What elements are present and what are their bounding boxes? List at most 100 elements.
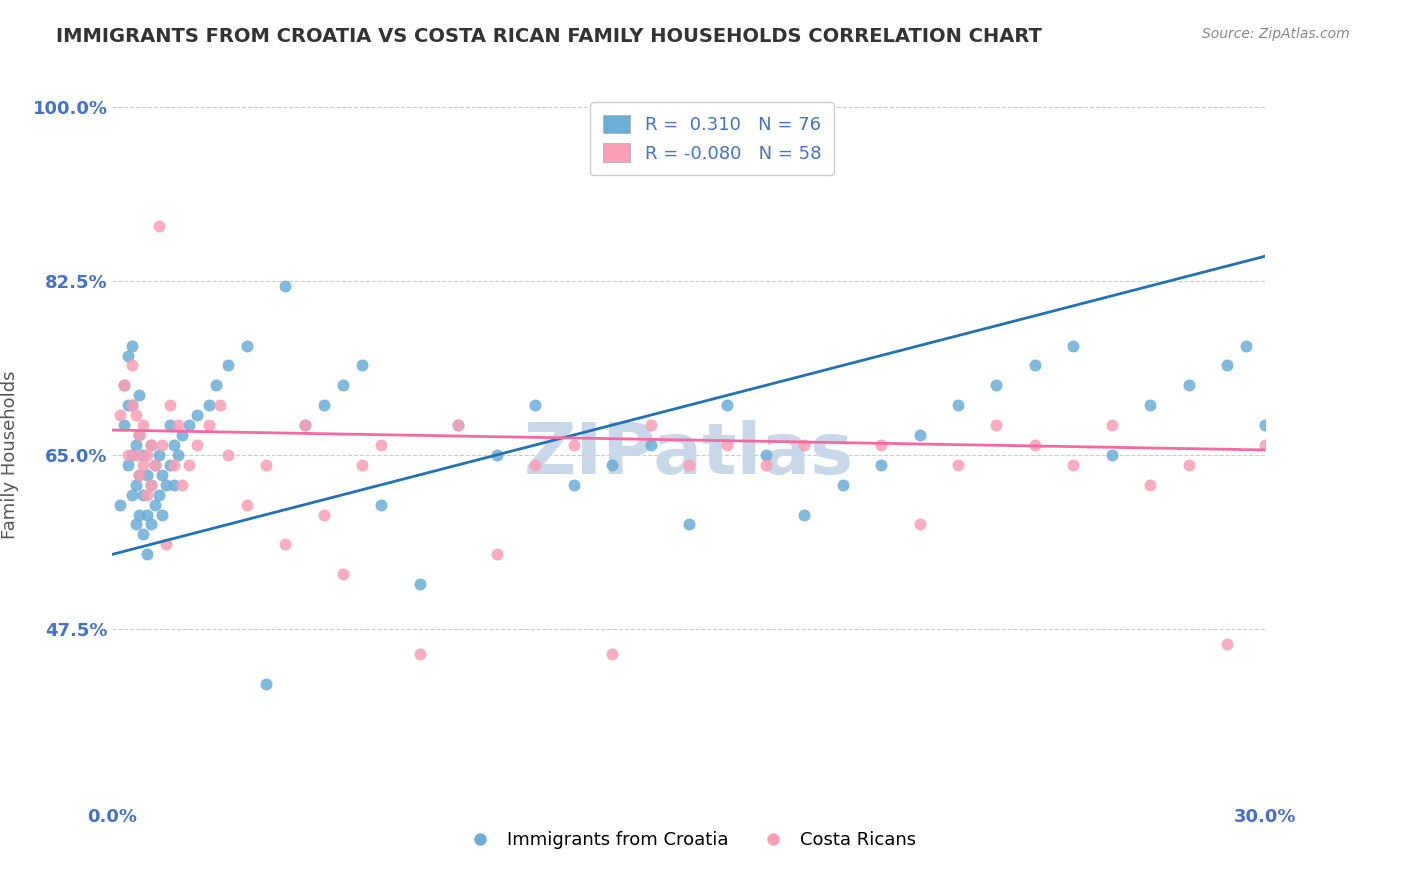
Point: [148, 488, 170, 502]
Point: [139, 477, 162, 491]
Point: [678, 458, 700, 472]
Point: [128, 428, 150, 442]
Point: [254, 458, 277, 472]
Point: [136, 508, 159, 522]
Text: IMMIGRANTS FROM CROATIA VS COSTA RICAN FAMILY HOUSEHOLDS CORRELATION CHART: IMMIGRANTS FROM CROATIA VS COSTA RICAN F…: [56, 27, 1042, 45]
Point: [562, 477, 585, 491]
Point: [124, 438, 146, 452]
Point: [112, 378, 135, 392]
Point: [128, 388, 150, 402]
Point: [163, 477, 186, 491]
Point: [524, 458, 547, 472]
Point: [640, 418, 662, 433]
Point: [170, 477, 193, 491]
Point: [108, 408, 131, 422]
Point: [1216, 637, 1239, 651]
Point: [485, 547, 508, 561]
Point: [124, 448, 146, 462]
Point: [117, 458, 139, 472]
Point: [148, 448, 170, 462]
Point: [1254, 418, 1277, 433]
Point: [139, 517, 162, 532]
Point: [600, 647, 623, 661]
Point: [132, 418, 155, 433]
Point: [186, 408, 208, 422]
Legend: Immigrants from Croatia, Costa Ricans: Immigrants from Croatia, Costa Ricans: [454, 824, 924, 856]
Point: [166, 448, 188, 462]
Point: [600, 458, 623, 472]
Point: [236, 338, 259, 352]
Point: [139, 477, 162, 491]
Point: [1177, 458, 1199, 472]
Point: [1101, 418, 1123, 433]
Point: [139, 438, 162, 452]
Point: [155, 537, 177, 551]
Point: [179, 458, 201, 472]
Point: [793, 438, 815, 452]
Point: [447, 418, 470, 433]
Point: [1024, 359, 1046, 373]
Point: [121, 338, 143, 352]
Point: [793, 508, 815, 522]
Point: [128, 467, 150, 482]
Point: [121, 448, 143, 462]
Point: [986, 418, 1008, 433]
Point: [139, 438, 162, 452]
Point: [136, 547, 159, 561]
Point: [117, 398, 139, 412]
Point: [352, 359, 374, 373]
Point: [136, 467, 159, 482]
Point: [186, 438, 208, 452]
Point: [155, 477, 177, 491]
Point: [409, 577, 432, 591]
Point: [1254, 438, 1277, 452]
Point: [908, 428, 931, 442]
Point: [112, 418, 135, 433]
Point: [217, 448, 239, 462]
Point: [312, 398, 335, 412]
Point: [121, 398, 143, 412]
Point: [217, 359, 239, 373]
Point: [870, 438, 893, 452]
Point: [148, 219, 170, 234]
Text: ZIPatlas: ZIPatlas: [524, 420, 853, 490]
Point: [124, 517, 146, 532]
Point: [132, 527, 155, 541]
Point: [716, 438, 738, 452]
Point: [870, 458, 893, 472]
Point: [294, 418, 316, 433]
Point: [1101, 448, 1123, 462]
Point: [197, 418, 219, 433]
Point: [236, 498, 259, 512]
Point: [678, 517, 700, 532]
Point: [1139, 477, 1161, 491]
Point: [143, 458, 166, 472]
Point: [946, 458, 969, 472]
Point: [640, 438, 662, 452]
Point: [370, 438, 392, 452]
Point: [163, 438, 186, 452]
Point: [124, 477, 146, 491]
Point: [205, 378, 228, 392]
Point: [1177, 378, 1199, 392]
Point: [1062, 458, 1084, 472]
Point: [143, 498, 166, 512]
Point: [121, 488, 143, 502]
Point: [370, 498, 392, 512]
Point: [179, 418, 201, 433]
Y-axis label: Family Households: Family Households: [1, 371, 18, 539]
Point: [143, 458, 166, 472]
Point: [159, 458, 181, 472]
Point: [352, 458, 374, 472]
Point: [197, 398, 219, 412]
Point: [312, 508, 335, 522]
Point: [1024, 438, 1046, 452]
Point: [254, 676, 277, 690]
Point: [152, 508, 174, 522]
Point: [163, 458, 186, 472]
Point: [121, 359, 143, 373]
Point: [209, 398, 232, 412]
Point: [332, 378, 354, 392]
Point: [152, 467, 174, 482]
Point: [159, 398, 181, 412]
